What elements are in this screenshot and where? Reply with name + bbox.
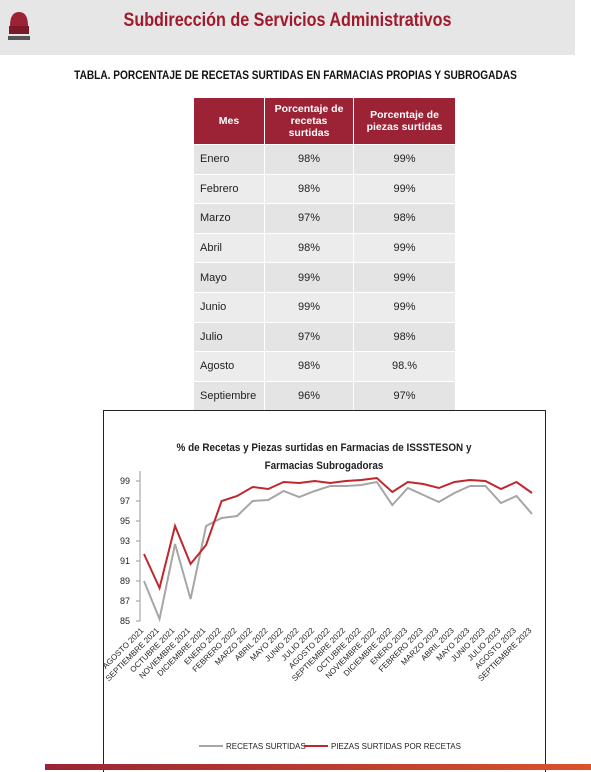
header-title: Subdirección de Servicios Administrativo… [123,10,452,31]
table-cell: Septiembre [193,380,265,412]
y-tick-label: 97 [120,496,130,506]
table-cell: 98% [353,203,456,234]
chart-title: % de Recetas y Piezas surtidas en Farmac… [176,442,472,472]
table-cell: 99% [353,291,456,323]
table-cell: 99% [353,144,456,175]
table-cell: Marzo [193,203,265,234]
table-row: Marzo 97% 98% [193,203,456,234]
table-row: Mayo 99% 99% [193,262,456,293]
table-cell: Mayo [193,262,265,293]
table-cell: 98% [264,173,354,205]
table-cell: 98% [264,144,354,175]
y-tick-label: 91 [120,556,130,566]
table-cell: 96% [264,380,354,412]
table-cell: 97% [264,203,354,234]
column-header: Porcentaje de recetas surtidas [264,97,354,145]
table-row: Junio 99% 99% [193,291,456,323]
table-cell: 98% [264,351,354,382]
table-cell: Enero [193,144,265,175]
table-cell: Junio [193,291,265,323]
legend-label: RECETAS SURTIDAS [226,742,306,751]
table-cell: Agosto [193,351,265,382]
chart-box: % de Recetas y Piezas surtidas en Farmac… [103,410,546,772]
y-tick-label: 87 [120,596,130,606]
table-cell: 99% [264,291,354,323]
y-tick-label: 99 [120,476,130,486]
table-cell: 99% [264,262,354,293]
table-cell: 97% [264,321,354,353]
header-bar: Subdirección de Servicios Administrativo… [0,0,575,55]
table-row: Febrero 98% 99% [193,173,456,205]
table-cell: 98.% [353,351,456,382]
logo [8,12,30,40]
table-cell: Febrero [193,173,265,205]
table-cell: 99% [353,173,456,205]
table-row: Agosto 98% 98.% [193,351,456,382]
legend-label: PIEZAS SURTIDAS POR RECETAS [331,742,461,751]
table-caption: TABLA. PORCENTAJE DE RECETAS SURTIDAS EN… [74,70,517,82]
table-row: Julio 97% 98% [193,321,456,353]
table-cell: 98% [264,232,354,264]
table-row: Septiembre 96% 97% [193,380,456,412]
table: Mes Porcentaje de recetas surtidas Porcent… [193,97,456,412]
column-header: Mes [193,97,265,145]
table-row: Enero 98% 99% [193,144,456,175]
y-tick-label: 85 [120,616,130,626]
line-series [143,476,533,592]
table-cell: 99% [353,232,456,264]
table-cell: 97% [353,380,456,412]
y-tick-label: 93 [120,536,130,546]
table-cell: Julio [193,321,265,353]
y-tick-label: 89 [120,576,130,586]
table-cell: 99% [353,262,456,293]
line-series [143,480,533,623]
column-header: Porcentaje de piezas surtidas [353,97,456,145]
y-tick-label: 95 [120,516,130,526]
table-cell: Abril [193,232,265,264]
footer-bar [45,764,591,770]
table-row: Abril 98% 99% [193,232,456,264]
table-cell: 98% [353,321,456,353]
